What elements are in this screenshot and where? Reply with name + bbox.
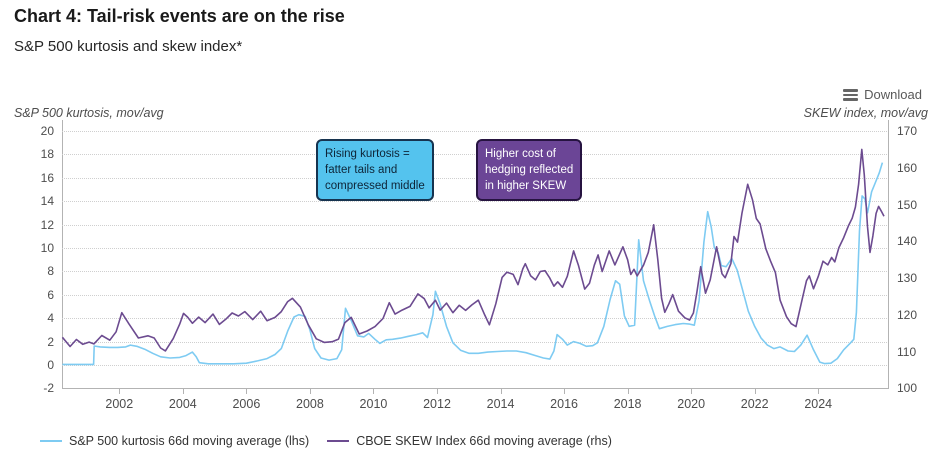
right-axis-title: SKEW index, mov/avg [803,106,928,120]
annotation-rising-kurtosis: Rising kurtosis = fatter tails and compr… [316,139,434,201]
x-axis-tick [500,389,502,394]
x-axis-label: 2014 [486,397,515,411]
gridline [62,224,887,226]
download-button[interactable]: Download [843,87,922,103]
y-axis-label-right: 130 [897,271,918,286]
y-axis-label-left: 8 [47,264,54,279]
legend-item-skew[interactable]: CBOE SKEW Index 66d moving average (rhs) [327,434,612,448]
x-axis-tick [246,389,248,394]
legend: S&P 500 kurtosis 66d moving average (lhs… [40,434,612,448]
y-axis-label-right: 120 [897,307,918,322]
y-axis-label-left: 4 [47,311,54,326]
x-axis-tick [437,389,438,394]
gridline [62,341,887,343]
y-axis-label-right: 170 [897,124,918,138]
x-axis-label: 2020 [677,397,706,411]
gridline [62,271,887,273]
y-axis-label-left: -2 [43,381,54,396]
y-axis-label-left: 6 [47,287,54,302]
gridline [62,201,887,203]
x-axis-tick [119,389,121,394]
x-axis-tick [564,389,566,394]
x-axis-label: 2016 [550,397,578,411]
x-axis-label: 2022 [740,397,769,411]
x-axis-tick [754,389,756,394]
left-axis-title: S&P 500 kurtosis, mov/avg [14,106,164,120]
x-axis-label: 2012 [423,397,451,411]
y-axis-label-left: 14 [40,194,54,209]
chart-title: Chart 4: Tail-risk events are on the ris… [14,6,345,26]
x-axis-tick [818,389,820,394]
plot-area [62,120,889,389]
y-axis-label-left: 10 [40,241,54,255]
annotation-higher-skew: Higher cost of hedging reflected in high… [476,139,583,201]
chart-subtitle: S&P 500 kurtosis and skew index* [14,38,243,55]
kurtosis-legend-label: S&P 500 kurtosis 66d moving average (lhs… [69,434,310,448]
x-axis-tick [691,389,693,394]
y-axis-label-right: 160 [897,160,918,175]
y-axis-label-left: 2 [47,334,54,349]
x-axis-label: 2002 [105,397,134,411]
y-axis-label-right: 150 [897,197,918,212]
x-axis-tick [627,389,629,394]
kurtosis-legend-swatch [40,440,62,442]
gridline [62,365,887,366]
kurtosis-line [62,162,884,366]
gridline [62,294,887,296]
x-axis-label: 2018 [613,397,642,411]
download-label[interactable]: Download [864,87,922,103]
gridline [62,248,887,249]
skew-legend-label: CBOE SKEW Index 66d moving average (rhs) [356,434,612,448]
x-axis-label: 2008 [296,397,324,411]
x-axis-label: 2004 [168,397,197,411]
hamburger-icon[interactable] [843,87,859,103]
legend-item-kurtosis[interactable]: S&P 500 kurtosis 66d moving average (lhs… [40,434,309,448]
y-axis-label-right: 140 [897,234,918,249]
y-axis-label-right: 110 [897,344,917,359]
y-axis-label-right: 100 [897,381,918,396]
gridline [62,318,887,320]
gridline [62,154,887,156]
x-axis-label: 2010 [359,397,388,411]
gridline [62,131,887,132]
y-axis-label-left: 12 [40,217,54,232]
y-axis-label-left: 18 [40,147,54,162]
y-axis-label-left: 0 [47,358,54,372]
x-axis-tick [373,389,375,394]
y-axis-label-left: 20 [40,124,54,138]
x-axis-label: 2006 [232,397,261,411]
x-axis-tick [309,389,311,394]
skew-line [61,148,885,352]
x-axis-tick [182,389,184,394]
y-axis-label-left: 16 [40,170,54,185]
gridline [62,177,887,179]
skew-legend-swatch [327,440,350,442]
x-axis-label: 2024 [804,397,833,411]
